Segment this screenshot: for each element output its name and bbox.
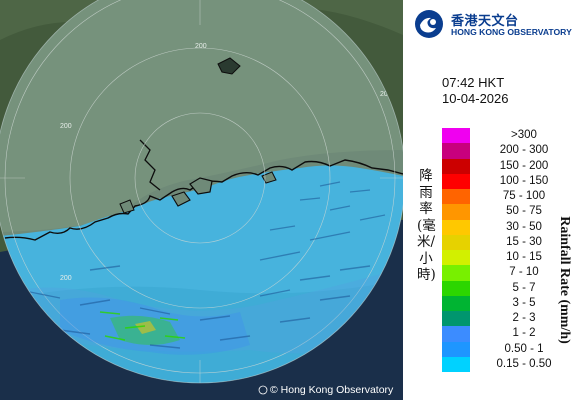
legend-swatch	[442, 341, 470, 357]
legend-label: 7 - 10	[509, 266, 539, 279]
range-ring-label: 200	[60, 275, 72, 282]
bearing-ticks	[0, 0, 403, 383]
echo-streaks	[29, 231, 371, 349]
copyright-icon	[258, 385, 268, 395]
legend-label: 0.50 - 1	[504, 342, 544, 355]
legend-swatch	[442, 173, 470, 189]
legend-swatch	[442, 280, 470, 296]
legend-row: 5 - 7	[442, 280, 572, 296]
island-lantau	[171, 191, 191, 207]
hko-emblem-icon	[415, 10, 443, 38]
legend-swatch	[442, 189, 470, 205]
island-west	[119, 199, 135, 214]
legend-swatch	[442, 265, 470, 281]
legend-row: 75 - 100	[442, 189, 572, 205]
legend-label: 1 - 2	[512, 327, 536, 340]
legend-swatch	[442, 326, 470, 342]
legend-row: 1 - 2	[442, 326, 572, 342]
legend-label: 5 - 7	[512, 281, 536, 294]
legend-swatch	[442, 311, 470, 327]
rain-echoes	[10, 181, 395, 355]
map-copyright: © Hong Kong Observatory	[270, 384, 394, 396]
legend-swatch	[442, 234, 470, 250]
echo-core-yellow	[135, 321, 156, 334]
echo-streaks-green	[99, 311, 186, 341]
reservoir-north	[217, 57, 241, 75]
echo-band-light	[10, 270, 395, 354]
legend-panel: 香港天文台 HONG KONG OBSERVATORY 07:42 HKT 10…	[403, 0, 577, 400]
observation-date: 10-04-2026	[442, 91, 509, 106]
legend-label: 150 - 200	[499, 159, 549, 172]
org-name-en: HONG KONG OBSERVATORY	[451, 27, 572, 37]
hko-logo: 香港天文台 HONG KONG OBSERVATORY	[411, 6, 572, 42]
legend-label: 30 - 50	[506, 220, 542, 233]
coastline	[4, 159, 403, 241]
legend-row: 100 - 150	[442, 173, 572, 189]
range-ring-label: 200	[195, 43, 207, 50]
legend-label: 200 - 300	[499, 144, 549, 157]
coverage-boundary	[0, 0, 403, 384]
range-ring-label: 200	[380, 91, 392, 98]
range-ring-label: 200	[60, 123, 72, 130]
legend-swatch	[442, 250, 470, 266]
range-ring-labels: 200 200 200 200	[60, 43, 392, 282]
legend-row: 200 - 300	[442, 143, 572, 159]
org-name-zh: 香港天文台	[451, 14, 519, 29]
legend-unit-en-wrapper: Rainfall Rate (mm/h)	[552, 200, 576, 360]
legend-label: 50 - 75	[506, 205, 542, 218]
legend-swatch	[442, 219, 470, 235]
legend-label: 3 - 5	[512, 296, 536, 309]
legend-label: 15 - 30	[506, 235, 542, 248]
legend-swatch	[442, 204, 470, 220]
echo-band-moderate	[60, 297, 250, 355]
legend-unit-en: Rainfall Rate (mm/h)	[557, 216, 572, 344]
legend-row: 15 - 30	[442, 234, 572, 250]
legend-label: >300	[511, 129, 537, 141]
legend-swatch	[442, 128, 470, 144]
legend-swatch	[442, 295, 470, 311]
legend-row: 2 - 3	[442, 311, 572, 327]
legend-row: 50 - 75	[442, 204, 572, 220]
legend-swatch	[442, 158, 470, 174]
island-hk	[189, 177, 213, 195]
legend-row: 0.15 - 0.50	[442, 356, 572, 372]
legend-row: 7 - 10	[442, 265, 572, 281]
legend-row: >300	[442, 128, 572, 144]
coverage-upland	[0, 0, 403, 232]
legend-swatch	[442, 143, 470, 159]
legend-label: 75 - 100	[502, 190, 546, 202]
legend-label: 10 - 15	[506, 251, 542, 263]
estuary-coast	[139, 139, 161, 191]
legend-unit-zh: 降雨率(毫米/小時)	[417, 168, 436, 283]
legend-row: 3 - 5	[442, 295, 572, 311]
legend-label: 100 - 150	[499, 174, 549, 187]
legend-row: 10 - 15	[442, 250, 572, 266]
legend-label: 2 - 3	[512, 312, 536, 324]
echo-streaks-near-coast	[269, 181, 386, 231]
legend-row: 150 - 200	[442, 158, 572, 174]
radar-map: 200 200 200 200	[0, 0, 403, 400]
legend-row: 0.50 - 1	[442, 341, 572, 357]
legend-swatch	[442, 356, 470, 372]
legend-label: 0.15 - 0.50	[496, 357, 552, 370]
legend-row: 30 - 50	[442, 219, 572, 235]
observation-time: 07:42 HKT	[442, 75, 505, 90]
rainfall-color-scale: >300 200 - 300 150 - 200 100 - 150 75 - 100 5…	[442, 128, 572, 372]
